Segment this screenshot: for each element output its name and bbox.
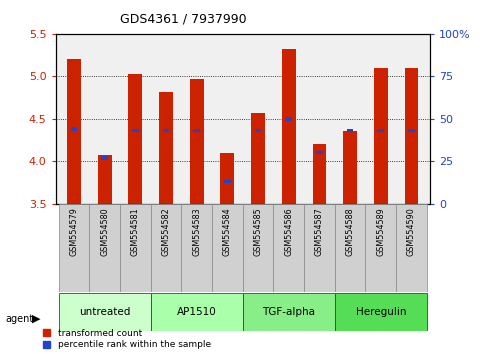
Bar: [128, 74, 142, 204]
Bar: [285, 117, 292, 120]
Bar: [273, 204, 304, 292]
Text: GSM554581: GSM554581: [131, 207, 140, 256]
Bar: [255, 129, 261, 132]
Text: untreated: untreated: [79, 307, 130, 317]
Bar: [159, 92, 173, 204]
Bar: [396, 204, 427, 292]
Bar: [243, 293, 335, 331]
Text: AP1510: AP1510: [177, 307, 216, 317]
Bar: [374, 68, 388, 204]
Text: GSM554587: GSM554587: [315, 207, 324, 256]
Text: Heregulin: Heregulin: [355, 307, 406, 317]
Text: TGF-alpha: TGF-alpha: [262, 307, 315, 317]
Bar: [335, 204, 366, 292]
Bar: [316, 151, 323, 154]
Bar: [366, 204, 396, 292]
Bar: [58, 293, 151, 331]
Text: agent: agent: [6, 314, 34, 324]
Text: GSM554590: GSM554590: [407, 207, 416, 256]
Bar: [58, 204, 89, 292]
Text: GSM554585: GSM554585: [254, 207, 263, 256]
Bar: [101, 156, 108, 160]
Bar: [251, 113, 265, 204]
Bar: [151, 204, 181, 292]
Text: GSM554588: GSM554588: [346, 207, 355, 256]
Text: GSM554580: GSM554580: [100, 207, 109, 256]
Bar: [89, 204, 120, 292]
Bar: [405, 68, 418, 204]
Bar: [132, 129, 139, 132]
Bar: [220, 153, 234, 204]
Bar: [182, 204, 212, 292]
Legend: transformed count, percentile rank within the sample: transformed count, percentile rank withi…: [43, 329, 211, 349]
Bar: [67, 59, 81, 204]
Bar: [282, 49, 296, 204]
Text: GSM554589: GSM554589: [376, 207, 385, 256]
Bar: [224, 179, 231, 183]
Bar: [243, 204, 273, 292]
Bar: [120, 204, 151, 292]
Bar: [212, 204, 242, 292]
Bar: [304, 204, 335, 292]
Text: GSM554582: GSM554582: [161, 207, 170, 256]
Bar: [71, 127, 77, 131]
Bar: [408, 129, 415, 132]
Bar: [347, 129, 354, 132]
Text: ▶: ▶: [31, 314, 40, 324]
Bar: [151, 293, 242, 331]
Text: GSM554586: GSM554586: [284, 207, 293, 256]
Text: GSM554579: GSM554579: [70, 207, 78, 256]
Text: GSM554584: GSM554584: [223, 207, 232, 256]
Bar: [190, 79, 204, 204]
Bar: [193, 129, 200, 132]
Bar: [377, 129, 384, 132]
Bar: [163, 129, 170, 132]
Text: GSM554583: GSM554583: [192, 207, 201, 256]
Text: GDS4361 / 7937990: GDS4361 / 7937990: [120, 12, 247, 25]
Bar: [335, 293, 427, 331]
Bar: [343, 131, 357, 204]
Bar: [98, 155, 112, 204]
Bar: [313, 144, 327, 204]
